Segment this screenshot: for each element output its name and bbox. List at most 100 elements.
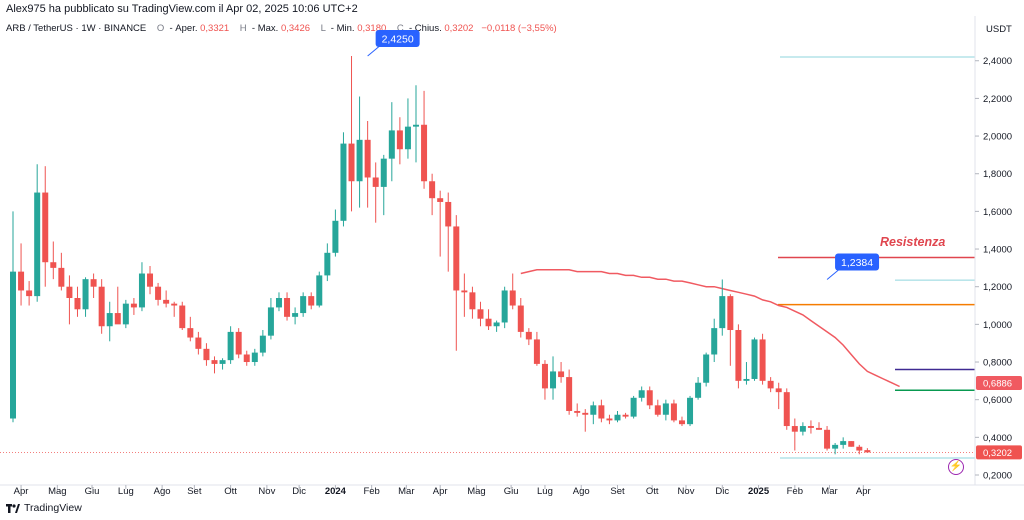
last-price-box <box>976 445 1022 460</box>
candle-body <box>404 126 411 150</box>
candle <box>243 350 250 366</box>
candle-body <box>171 303 178 306</box>
candle <box>219 358 226 370</box>
lightning-icon[interactable]: ⚡ <box>948 459 964 475</box>
candle-body <box>687 397 694 425</box>
annotations-layer: 2,4250 1,2384 Resistenza <box>367 30 945 280</box>
candle <box>332 209 339 257</box>
x-tick-label: Nov <box>678 486 695 497</box>
candle <box>396 117 403 165</box>
x-tick-label: Ott <box>224 486 237 497</box>
tradingview-brand: TradingView <box>24 502 82 514</box>
y-tick-label: 1,0000 <box>983 320 1012 331</box>
x-tick-label: Set <box>610 486 625 497</box>
candle-body <box>235 331 242 355</box>
candle-body <box>82 279 89 310</box>
candle-body <box>799 426 806 432</box>
candle-body <box>413 124 419 127</box>
symbol-name[interactable]: ARB / TetherUS · 1W · BINANCE <box>6 23 147 34</box>
candle-body <box>130 303 137 308</box>
candle-body <box>421 124 428 182</box>
candle-body <box>332 220 339 253</box>
candle <box>501 286 508 329</box>
high-2024-box <box>375 30 420 48</box>
candles-layer <box>10 56 871 455</box>
x-tick-label: Lug <box>118 486 134 497</box>
candle-body <box>251 352 258 363</box>
candle <box>525 328 532 346</box>
candle-body <box>759 339 766 381</box>
candle <box>622 412 629 419</box>
candle-body <box>582 412 589 415</box>
candle <box>340 132 347 227</box>
candle <box>719 279 726 336</box>
candle-body <box>840 441 847 445</box>
candle <box>267 297 274 340</box>
currency-label: USDT <box>986 24 1012 35</box>
low-value: 0,3180 <box>357 23 387 34</box>
candle <box>114 286 121 325</box>
candle <box>18 243 25 306</box>
high-text: Max. <box>257 23 279 34</box>
candle-body <box>308 296 315 306</box>
candle-body <box>147 273 154 287</box>
candle <box>840 437 847 449</box>
candle <box>807 420 814 434</box>
candle <box>735 324 742 389</box>
candle <box>630 395 637 419</box>
candle-body <box>364 139 371 178</box>
candle <box>727 294 734 366</box>
close-letter: C <box>396 23 404 34</box>
candle-body <box>106 313 113 327</box>
candle-body <box>284 297 291 317</box>
candle <box>235 328 242 359</box>
candle-body <box>485 318 492 327</box>
candle-body <box>259 335 266 353</box>
candle <box>211 356 218 374</box>
candle <box>155 282 162 306</box>
candle-body <box>461 290 468 293</box>
levels-layer <box>0 56 975 459</box>
y-tick-label: 0,6000 <box>983 395 1012 406</box>
candle-body <box>292 313 299 317</box>
candle <box>90 273 97 298</box>
candle-body <box>437 198 444 202</box>
candle-body <box>429 181 436 199</box>
candle-body <box>743 378 750 381</box>
candle <box>275 292 282 312</box>
candle-body <box>10 271 16 419</box>
candle <box>421 90 428 189</box>
candle-body <box>90 279 97 287</box>
candle <box>300 292 307 317</box>
candle-body <box>42 192 49 263</box>
candle <box>638 386 645 402</box>
high-value: 0,3426 <box>280 23 311 34</box>
candle <box>606 414 613 425</box>
candle-body <box>356 139 363 182</box>
candle <box>74 286 81 317</box>
candle <box>485 309 492 331</box>
candle <box>517 297 524 338</box>
y-tick-label: 2,2000 <box>983 94 1012 105</box>
ma-price-box <box>976 375 1022 390</box>
change-value: −0,0118 (−3,55%) <box>481 23 557 34</box>
candle <box>816 422 822 430</box>
candle <box>799 422 806 436</box>
candle-body <box>775 388 782 393</box>
candle <box>138 262 145 312</box>
candle <box>284 292 291 321</box>
candle-body <box>816 427 822 430</box>
candle <box>413 85 419 163</box>
candle-body <box>219 360 226 364</box>
x-tick-label: Dic <box>715 486 729 497</box>
candle-body <box>727 296 734 331</box>
y-tick-label: 2,4000 <box>983 56 1012 67</box>
tradingview-logo[interactable]: TradingView <box>6 502 82 514</box>
open-letter: O <box>156 23 165 34</box>
candle <box>558 362 565 383</box>
candle-body <box>195 337 202 349</box>
candle-body <box>122 303 129 325</box>
tradingview-logo-icon <box>6 503 20 513</box>
x-tick-label: Lug <box>537 486 553 497</box>
